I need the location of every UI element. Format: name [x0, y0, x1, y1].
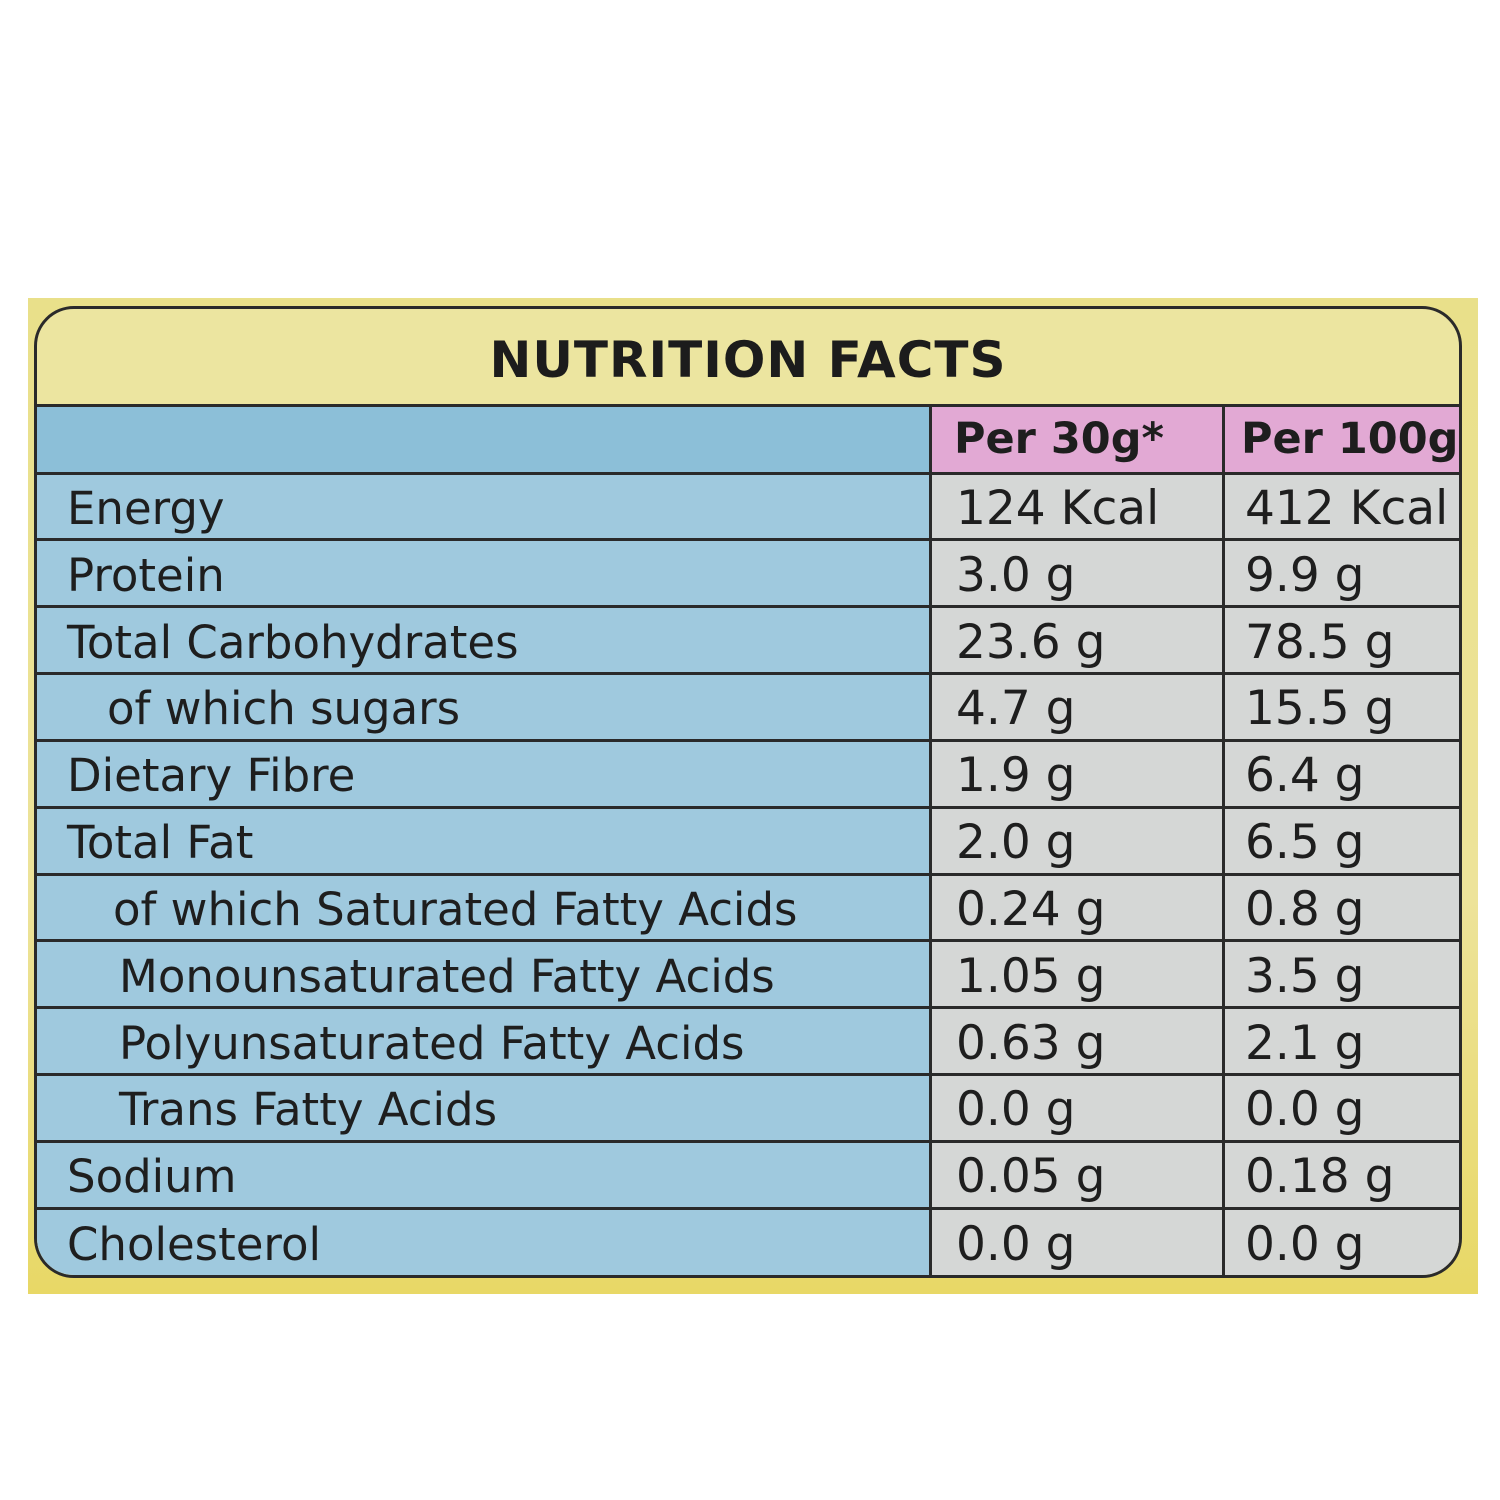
header-per-100g: Per 100g* — [1223, 407, 1459, 475]
table-row: Trans Fatty Acids 0.0 g 0.0 g — [37, 1074, 1459, 1143]
value-per-100g: 0.18 g — [1223, 1141, 1459, 1210]
value-per-30g: 0.24 g — [930, 874, 1225, 943]
value-per-30g: 23.6 g — [930, 606, 1225, 676]
table-row: Monounsaturated Fatty Acids 1.05 g 3.5 g — [37, 940, 1459, 1010]
value-per-30g: 4.7 g — [930, 673, 1225, 742]
nutrient-name: Energy — [37, 473, 932, 542]
nutrition-facts-title: NUTRITION FACTS — [37, 309, 1459, 407]
value-per-30g: 0.63 g — [930, 1007, 1225, 1076]
value-per-100g: 0.0 g — [1223, 1074, 1459, 1143]
header-blank-cell — [37, 407, 932, 475]
nutrient-name: Protein — [37, 539, 932, 609]
value-per-100g: 3.5 g — [1223, 940, 1459, 1010]
nutrient-name: Total Carbohydrates — [37, 606, 932, 676]
nutrient-name: Dietary Fibre — [37, 740, 932, 809]
nutrient-name: Cholesterol — [37, 1208, 932, 1275]
nutrient-name: Total Fat — [37, 807, 932, 876]
table-header-row: Per 30g* Per 100g* — [37, 407, 1459, 475]
value-per-100g: 15.5 g — [1223, 673, 1459, 742]
value-per-30g: 0.0 g — [930, 1208, 1225, 1275]
table-row: Protein 3.0 g 9.9 g — [37, 539, 1459, 609]
value-per-100g: 412 Kcal — [1223, 473, 1459, 542]
value-per-100g: 0.8 g — [1223, 874, 1459, 943]
nutrient-name: Polyunsaturated Fatty Acids — [37, 1007, 932, 1076]
value-per-30g: 2.0 g — [930, 807, 1225, 876]
header-per-30g: Per 30g* — [930, 407, 1225, 475]
value-per-30g: 124 Kcal — [930, 473, 1225, 542]
table-row: Total Carbohydrates 23.6 g 78.5 g — [37, 606, 1459, 676]
value-per-100g: 0.0 g — [1223, 1208, 1459, 1275]
value-per-30g: 1.9 g — [930, 740, 1225, 809]
value-per-100g: 9.9 g — [1223, 539, 1459, 609]
nutrient-name: of which sugars — [37, 673, 932, 742]
label-background: NUTRITION FACTS Per 30g* Per 100g* Energ… — [28, 298, 1478, 1294]
nutrition-facts-panel: NUTRITION FACTS Per 30g* Per 100g* Energ… — [34, 306, 1462, 1278]
value-per-30g: 3.0 g — [930, 539, 1225, 609]
nutrient-name: Sodium — [37, 1141, 932, 1210]
value-per-100g: 6.5 g — [1223, 807, 1459, 876]
nutrient-name: of which Saturated Fatty Acids — [37, 874, 932, 943]
table-row: Dietary Fibre 1.9 g 6.4 g — [37, 740, 1459, 809]
table-row: Sodium 0.05 g 0.18 g — [37, 1141, 1459, 1210]
nutrient-name: Monounsaturated Fatty Acids — [37, 940, 932, 1010]
value-per-100g: 78.5 g — [1223, 606, 1459, 676]
value-per-30g: 0.05 g — [930, 1141, 1225, 1210]
table-row: of which Saturated Fatty Acids 0.24 g 0.… — [37, 874, 1459, 943]
nutrient-name: Trans Fatty Acids — [37, 1074, 932, 1143]
table-row: Cholesterol 0.0 g 0.0 g — [37, 1208, 1459, 1275]
table-row: Total Fat 2.0 g 6.5 g — [37, 807, 1459, 876]
table-row: Energy 124 Kcal 412 Kcal — [37, 473, 1459, 542]
nutrition-table: Per 30g* Per 100g* Energy 124 Kcal 412 K… — [37, 407, 1459, 1275]
table-row: Polyunsaturated Fatty Acids 0.63 g 2.1 g — [37, 1007, 1459, 1076]
value-per-30g: 1.05 g — [930, 940, 1225, 1010]
value-per-30g: 0.0 g — [930, 1074, 1225, 1143]
value-per-100g: 2.1 g — [1223, 1007, 1459, 1076]
table-row: of which sugars 4.7 g 15.5 g — [37, 673, 1459, 742]
value-per-100g: 6.4 g — [1223, 740, 1459, 809]
